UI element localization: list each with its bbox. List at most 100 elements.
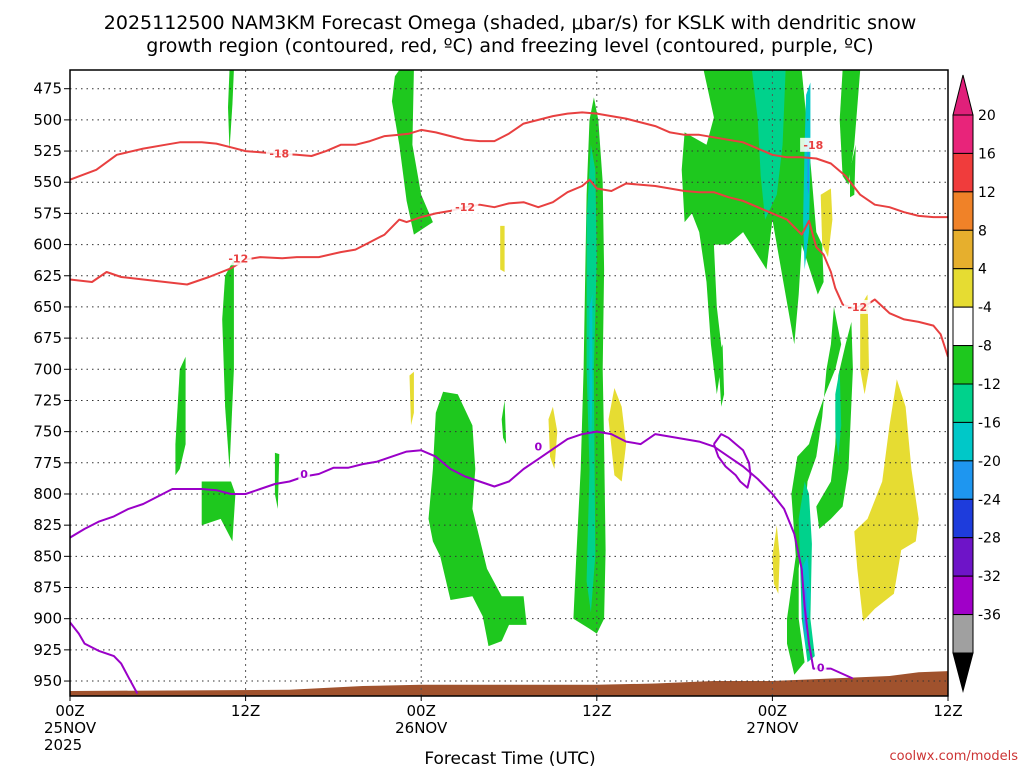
colorbar-swatch-8 — [952, 421, 974, 462]
x-axis-label: Forecast Time (UTC) — [424, 749, 595, 768]
colorbar-label-11: -28 — [978, 531, 1001, 547]
contour-label-4: -12 — [847, 301, 867, 314]
colorbar-label-6: -8 — [978, 339, 992, 355]
x-tick-label-3-0: 12Z — [582, 702, 611, 720]
colorbar-swatch-9 — [952, 460, 974, 500]
contour-label-2: -12 — [228, 252, 248, 265]
isotherm-0 — [70, 111, 948, 219]
y-tick-label-2: 525 — [33, 142, 62, 160]
y-tick-label-4: 575 — [33, 204, 62, 222]
contour-lines — [70, 111, 948, 694]
y-axis-ticks: 475 500 525 550 575 600 625 650 675 700 725 750 775 8… — [33, 80, 70, 690]
y-tick-label-13: 800 — [33, 485, 62, 503]
x-tick-label-4-0: 00Z — [758, 702, 787, 720]
y-tick-label-0: 475 — [33, 80, 62, 98]
omega-region-13 — [816, 321, 853, 529]
omega-region-6 — [428, 391, 527, 647]
colorbar-label-0: 20 — [978, 108, 996, 124]
contour-label-6: 0 — [534, 441, 542, 454]
colorbar-label-7: -12 — [978, 377, 1001, 393]
omega-region-4 — [201, 481, 236, 542]
colorbar-label-2: 12 — [978, 185, 996, 201]
colorbar-swatch-6 — [952, 345, 974, 385]
omega-region-2 — [222, 259, 234, 469]
x-tick-label-0-2: 2025 — [44, 736, 82, 754]
omega-region-20 — [589, 294, 593, 445]
plot-frame — [69, 69, 949, 697]
chart-title-line2: growth region (contoured, red, ºC) and f… — [146, 35, 873, 57]
chart-title-line1: 2025112500 NAM3KM Forecast Omega (shaded… — [104, 12, 916, 34]
colorbar-label-1: 16 — [978, 146, 996, 162]
x-tick-label-1-0: 12Z — [231, 702, 260, 720]
contour-labels: -18 -12 -12 -18 -12 0 0 0 — [225, 137, 871, 675]
colorbar-label-5: -4 — [978, 300, 992, 316]
terrain-fill — [70, 671, 948, 696]
terrain-layer — [70, 671, 948, 696]
contour-label-bg-2 — [225, 251, 252, 266]
colorbar-swatch-3 — [952, 229, 974, 270]
omega-region-31 — [772, 525, 780, 594]
omega-shading — [175, 70, 919, 675]
isotherm-3 — [712, 433, 752, 489]
omega-region-15 — [751, 70, 786, 220]
omega-region-25 — [409, 371, 414, 426]
omega-region-26 — [548, 406, 558, 469]
y-tick-label-6: 625 — [33, 267, 62, 285]
omega-region-28 — [820, 188, 833, 258]
x-tick-label-5-0: 12Z — [933, 702, 962, 720]
omega-region-27 — [608, 388, 627, 482]
colorbar-label-9: -20 — [978, 454, 1001, 470]
y-tick-label-16: 875 — [33, 579, 62, 597]
omega-region-9 — [839, 70, 861, 185]
y-tick-label-17: 900 — [33, 610, 62, 628]
contour-label-0: -18 — [269, 148, 289, 161]
omega-region-5 — [274, 452, 280, 509]
x-tick-label-2-0: 00Z — [407, 702, 436, 720]
colorbar-swatch-13 — [952, 614, 974, 654]
colorbar-swatch-12 — [952, 575, 974, 616]
x-tick-label-4-1: 27NOV — [746, 719, 799, 737]
y-tick-label-14: 825 — [33, 516, 62, 534]
contour-label-bg-4 — [844, 299, 871, 314]
contour-label-1: -12 — [455, 201, 475, 214]
colorbar-swatch-2 — [952, 191, 974, 231]
x-tick-label-0-1: 25NOV — [44, 719, 97, 737]
credit-text: coolwx.com/models — [889, 749, 1018, 764]
y-tick-label-15: 850 — [33, 547, 62, 565]
y-tick-label-18: 925 — [33, 641, 62, 659]
y-tick-label-12: 775 — [33, 454, 62, 472]
omega-region-11 — [718, 344, 725, 407]
omega-region-8 — [681, 70, 824, 395]
colorbar-label-10: -24 — [978, 492, 1001, 508]
colorbar-bottom-arrow — [952, 652, 974, 693]
contour-label-bg-1 — [451, 200, 479, 215]
colorbar-swatch-10 — [952, 498, 974, 539]
colorbar-swatch-4 — [952, 268, 974, 308]
omega-region-14 — [501, 400, 507, 445]
omega-region-1 — [391, 70, 433, 235]
contour-label-5: 0 — [300, 468, 308, 481]
colorbar-swatch-1 — [952, 152, 974, 193]
omega-region-18 — [835, 369, 842, 457]
y-tick-label-3: 550 — [33, 173, 62, 191]
contour-label-bg-5 — [298, 467, 310, 482]
colorbar-swatch-5 — [952, 306, 974, 347]
omega-region-24 — [500, 225, 505, 272]
x-tick-label-0-0: 00Z — [55, 702, 84, 720]
contour-label-3: -18 — [803, 139, 823, 152]
colorbar-label-4: 4 — [978, 262, 987, 278]
colorbar-label-3: 8 — [978, 223, 987, 239]
isotherm-1 — [70, 178, 948, 358]
contour-label-bg-6 — [532, 439, 545, 454]
omega-region-30 — [854, 379, 919, 622]
omega-region-12 — [787, 306, 842, 675]
colorbar-swatch-0 — [952, 114, 974, 154]
y-tick-label-8: 675 — [33, 329, 62, 347]
omega-region-3 — [175, 356, 186, 476]
plot-area: -18 -12 -12 -18 -12 0 0 0 — [69, 69, 949, 697]
isotherm-2 — [70, 430, 854, 680]
y-tick-label-9: 700 — [33, 360, 62, 378]
colorbar-label-12: -32 — [978, 569, 1001, 585]
y-tick-label-10: 725 — [33, 391, 62, 409]
